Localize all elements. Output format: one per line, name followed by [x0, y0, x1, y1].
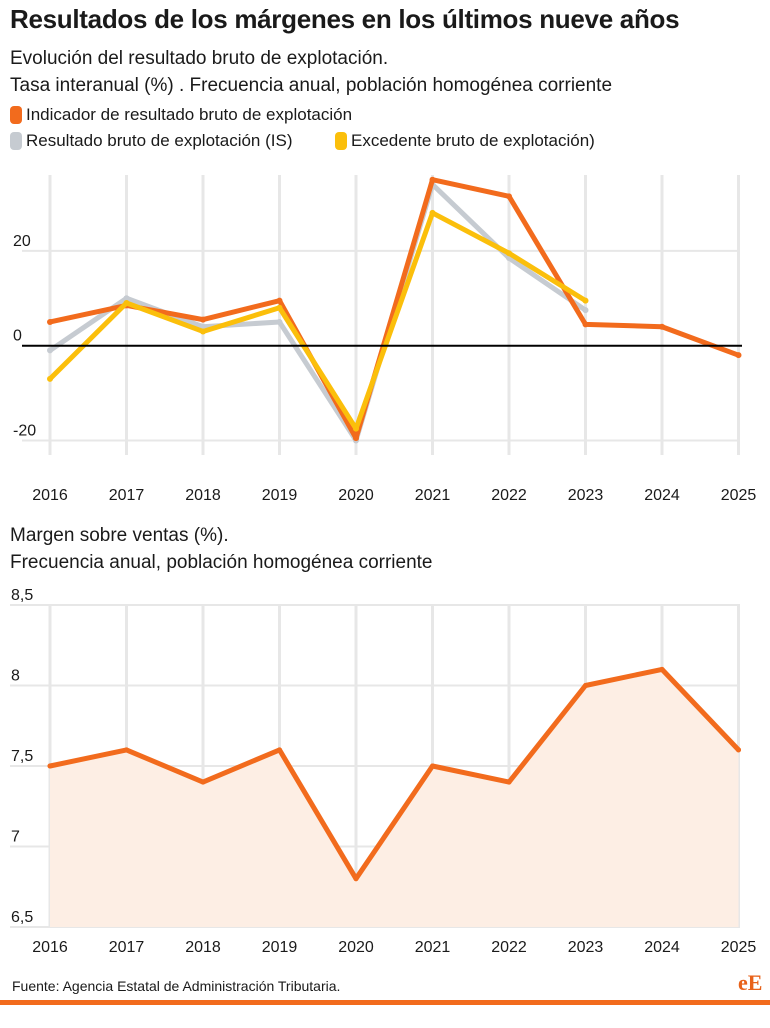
- data-point: [735, 352, 742, 359]
- data-point: [200, 779, 206, 785]
- x-tick-label: 2016: [32, 487, 68, 504]
- x-tick-label: 2024: [644, 939, 680, 956]
- legend-item-indicador: Indicador de resultado bruto de explotac…: [10, 105, 352, 125]
- data-point: [276, 304, 283, 311]
- data-point: [429, 176, 436, 183]
- data-point: [353, 435, 359, 442]
- x-tick-label: 2017: [109, 939, 145, 956]
- legend-item-excedente: Excedente bruto de explotación): [335, 131, 595, 151]
- legend-label-indicador: Indicador de resultado bruto de explotac…: [26, 105, 353, 124]
- publisher-logo: eE: [738, 970, 763, 995]
- legend-item-is: Resultado bruto de explotación (IS): [10, 131, 293, 151]
- x-tick-label: 2021: [415, 939, 451, 956]
- x-tick-label: 2023: [568, 939, 604, 956]
- data-point: [582, 297, 589, 304]
- x-tick-label: 2016: [32, 939, 68, 956]
- data-point: [47, 318, 53, 325]
- x-tick-label: 2021: [415, 487, 451, 504]
- bottom-accent-bar: [0, 1000, 770, 1005]
- x-tick-label: 2019: [262, 487, 298, 504]
- x-tick-label: 2025: [721, 487, 757, 504]
- y-tick-label: 20: [13, 233, 31, 250]
- x-tick-label: 2022: [491, 487, 527, 504]
- x-tick-label: 2024: [644, 487, 680, 504]
- series-line: [47, 181, 588, 444]
- y-tick-label: -20: [13, 423, 36, 440]
- data-point: [582, 321, 589, 328]
- legend-label-excedente: Excedente bruto de explotación): [351, 131, 595, 150]
- data-point: [506, 250, 512, 257]
- data-point: [200, 328, 206, 335]
- data-point: [736, 747, 741, 753]
- data-point: [659, 323, 665, 330]
- x-tick-label: 2017: [109, 487, 145, 504]
- data-point: [353, 876, 359, 882]
- data-point: [200, 316, 206, 323]
- data-point: [506, 779, 512, 785]
- y-tick-label: 0: [13, 328, 22, 345]
- legend-swatch-gray: [10, 132, 22, 150]
- x-tick-label: 2025: [721, 939, 757, 956]
- data-point: [583, 683, 588, 688]
- data-point: [276, 318, 283, 325]
- data-point: [277, 747, 282, 753]
- y-tick-label: 7,5: [11, 748, 33, 765]
- x-tick-label: 2019: [262, 939, 298, 956]
- data-point: [47, 375, 53, 382]
- legend-swatch-orange: [10, 106, 22, 124]
- data-point: [430, 763, 435, 769]
- x-tick-label: 2020: [338, 487, 374, 504]
- chart2-svg: 8,5 8 7,5 7 6,5 2016 2017 2018 2019 2020 2021 2022 2…: [10, 587, 757, 956]
- data-point: [200, 323, 206, 330]
- data-point: [353, 425, 359, 432]
- data-point: [123, 300, 130, 307]
- data-point: [506, 193, 512, 200]
- series-area: [50, 669, 739, 927]
- legend-swatch-yellow: [335, 132, 347, 150]
- chart1-svg: 20 0 -20 2016 2017 2018 2019 2020 2021 2022 2023 20…: [13, 175, 757, 504]
- series-line: [47, 666, 741, 882]
- y-tick-label: 6,5: [11, 909, 33, 926]
- y-tick-label: 8,5: [11, 587, 33, 604]
- series-line: [47, 210, 588, 432]
- x-tick-label: 2018: [185, 487, 221, 504]
- x-tick-label: 2018: [185, 939, 221, 956]
- page-title: Resultados de los márgenes en los último…: [10, 4, 680, 34]
- data-point: [276, 297, 283, 304]
- source-note: Fuente: Agencia Estatal de Administració…: [12, 978, 341, 994]
- legend-label-is: Resultado bruto de explotación (IS): [26, 131, 293, 150]
- y-tick-label: 8: [11, 668, 20, 685]
- data-point: [124, 747, 129, 753]
- data-point: [429, 209, 436, 216]
- x-tick-label: 2020: [338, 939, 374, 956]
- data-point: [582, 307, 589, 314]
- chart1-subtitle-line1: Evolución del resultado bruto de explota…: [10, 48, 389, 69]
- series-line: [47, 177, 741, 441]
- x-tick-label: 2023: [568, 487, 604, 504]
- data-point: [123, 295, 130, 302]
- chart2-subtitle-line1: Margen sobre ventas (%).: [10, 525, 229, 546]
- chart2-subtitle-line2: Frecuencia anual, población homogénea co…: [10, 552, 433, 573]
- y-tick-label: 7: [11, 829, 20, 846]
- chart1-subtitle-line2: Tasa interanual (%) . Frecuencia anual, …: [10, 75, 613, 96]
- data-point: [659, 666, 665, 672]
- x-tick-label: 2022: [491, 939, 527, 956]
- data-point: [47, 347, 53, 354]
- data-point: [47, 763, 53, 769]
